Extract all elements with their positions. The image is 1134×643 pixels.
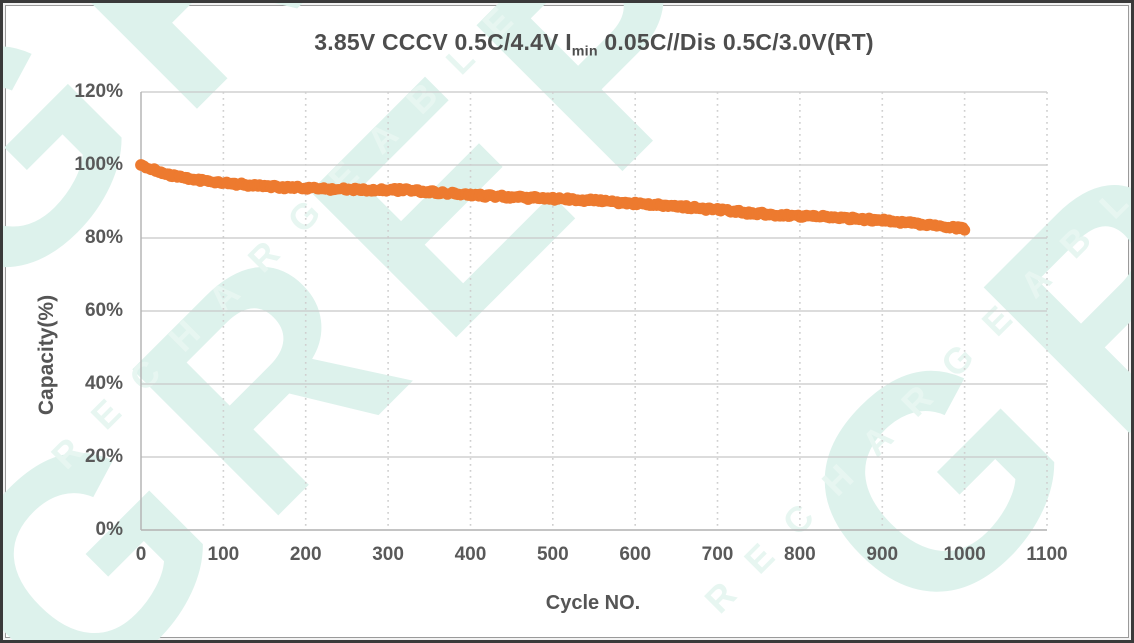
plot-svg [135, 91, 1048, 531]
x-tick-label: 300 [372, 544, 404, 565]
x-tick-label: 700 [701, 544, 734, 565]
chart-title-subscript: min [571, 43, 598, 60]
x-tick-label: 1100 [1026, 544, 1068, 565]
chart-title-text: 0.05C//Dis 0.5C/3.0V(RT) [597, 29, 874, 55]
y-tick-label: 120% [74, 81, 123, 102]
x-tick-label: 800 [784, 544, 816, 565]
chart-title-text: 3.85V CCCV 0.5C/4.4V I [314, 29, 572, 55]
y-tick-label: 80% [84, 227, 123, 248]
x-tick-label: 900 [866, 544, 899, 565]
x-tick-label: 100 [207, 544, 240, 565]
y-tick-label: 100% [74, 154, 123, 175]
x-tick-label: 500 [536, 544, 569, 565]
x-tick-label: 1000 [943, 544, 986, 565]
y-tick-label: 20% [84, 446, 123, 467]
x-axis-title: Cycle NO. [545, 592, 641, 614]
x-tick-label: 0 [135, 544, 147, 565]
capacity-series [135, 159, 971, 236]
x-tick-label: 600 [619, 544, 652, 565]
chart-title: 3.85V CCCV 0.5C/4.4V Imin 0.05C//Dis 0.5… [141, 29, 1047, 60]
y-axis-title: Capacity(%) [35, 294, 58, 416]
y-tick-label: 60% [84, 300, 123, 321]
plot-area [135, 91, 1048, 531]
y-tick-label: 0% [95, 519, 123, 540]
x-tick-label: 200 [289, 544, 322, 565]
y-tick-label: 40% [84, 373, 123, 394]
x-tick-label: 400 [454, 544, 487, 565]
